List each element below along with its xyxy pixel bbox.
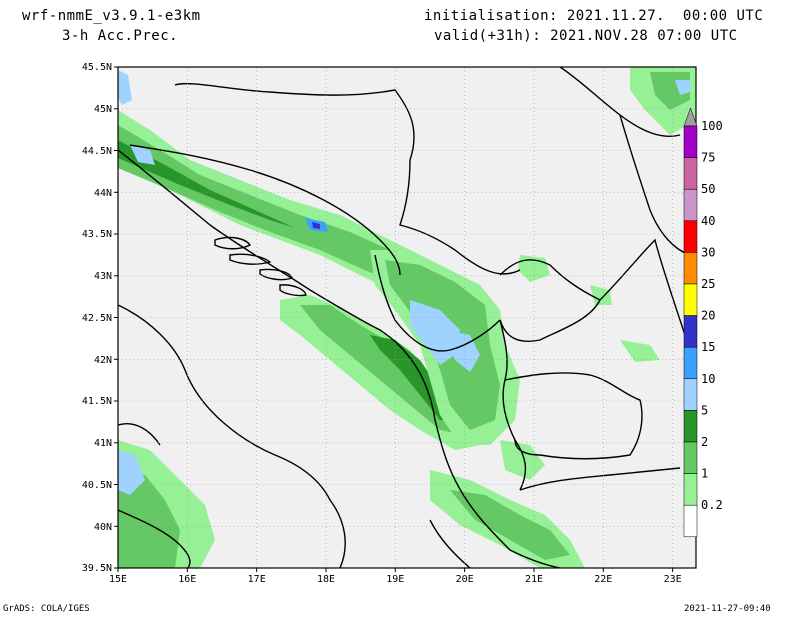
coastline-italy-south — [118, 509, 191, 568]
colorbar-label: 5 — [701, 403, 708, 417]
border-bosnia — [129, 144, 401, 276]
credit-text: GrADS: COLA/IGES — [3, 604, 90, 614]
model-name: wrf-nmmE_v3.9.1-e3km — [22, 8, 201, 24]
lat-axis: 45.5N 45N 44.5N 44N 43.5N 43N 42.5N 42N … — [82, 62, 112, 574]
field-name: 3-h Acc.Prec. — [62, 28, 179, 44]
island-4 — [279, 284, 307, 297]
graticule — [118, 67, 696, 568]
border-albania-east — [499, 319, 527, 491]
precip-area-mid — [300, 305, 465, 435]
colorbar: 100 75 50 40 30 25 20 15 10 5 2 1 0.2 — [683, 107, 723, 538]
lon-tick-label: 17E — [248, 574, 266, 585]
precip-area-dark — [370, 335, 455, 420]
lon-axis: 15E 16E 17E 18E 19E 20E 21E 22E 23E — [109, 574, 682, 585]
precip-area-blue-light — [410, 300, 460, 365]
lat-tick-label: 42.5N — [82, 313, 112, 324]
lon-tick-label: 20E — [456, 574, 474, 585]
colorbar-swatch — [683, 315, 698, 348]
precip-area-light — [500, 440, 545, 480]
precip-area-deep-blue — [312, 222, 320, 229]
colorbar-label: 20 — [701, 309, 715, 323]
precip-area-blue-light — [118, 70, 132, 105]
lon-tick-label: 16E — [178, 574, 196, 585]
lat-tick-label: 39.5N — [82, 563, 112, 574]
colorbar-swatch — [683, 157, 698, 190]
lon-ticks — [117, 568, 674, 572]
lat-tick-label: 40N — [94, 522, 112, 533]
colorbar-label: 25 — [701, 277, 715, 291]
lat-tick-label: 44N — [94, 188, 112, 199]
colorbar-swatch — [683, 441, 698, 474]
coastline-albania — [414, 364, 561, 568]
precip-area-blue-light — [118, 450, 145, 495]
precip-area-light — [590, 285, 612, 305]
precip-area-blue-light — [675, 80, 690, 95]
coastline-italy — [118, 304, 346, 568]
island-1 — [214, 236, 252, 250]
colorbar-label: 30 — [701, 245, 715, 259]
lat-tick-label: 42N — [94, 355, 112, 366]
precip-area-mid — [118, 470, 180, 568]
colorbar-label: 100 — [701, 119, 723, 133]
island-3 — [259, 268, 293, 281]
border-kosovo — [499, 259, 601, 342]
colorbar-label: 75 — [701, 151, 715, 165]
colorbar-swatch — [683, 188, 698, 222]
init-time: initialisation: 2021.11.27. 00:00 UTC — [424, 8, 764, 24]
colorbar-label: 1 — [701, 467, 708, 481]
island-2 — [229, 253, 272, 265]
lat-tick-label: 43N — [94, 271, 112, 282]
timestamp-text: 2021-11-27-09:40 — [684, 604, 771, 614]
precip-area-mid — [450, 490, 570, 560]
lat-tick-label: 41N — [94, 438, 112, 449]
colorbar-label: 10 — [701, 372, 715, 386]
lon-tick-label: 19E — [386, 574, 404, 585]
precip-area-blue-light — [445, 330, 480, 372]
colorbar-swatch — [683, 220, 698, 253]
lat-tick-label: 44.5N — [82, 146, 112, 157]
lon-tick-label: 15E — [109, 574, 127, 585]
precip-area-light — [620, 340, 660, 362]
colorbar-label: 15 — [701, 340, 715, 354]
colorbar-label: 40 — [701, 214, 715, 228]
lon-tick-label: 23E — [664, 574, 682, 585]
colorbar-label: 2 — [701, 435, 708, 449]
border-montenegro — [374, 254, 501, 352]
lat-ticks — [114, 66, 118, 569]
colorbar-label: 0.2 — [701, 498, 723, 512]
colorbar-swatch — [683, 252, 698, 285]
precip-fields — [118, 67, 696, 568]
border-lines — [118, 67, 696, 568]
lon-tick-label: 18E — [317, 574, 335, 585]
lat-tick-label: 40.5N — [82, 480, 112, 491]
border-greece — [519, 467, 681, 491]
colorbar-swatch — [683, 410, 698, 443]
border-bosnia-north — [174, 82, 415, 161]
colorbar-label: 50 — [701, 182, 715, 196]
colorbar-swatch — [683, 125, 698, 158]
coastline-croatia — [118, 149, 416, 366]
colorbar-swatch — [683, 473, 698, 506]
lat-tick-label: 43.5N — [82, 229, 112, 240]
lon-tick-label: 22E — [594, 574, 612, 585]
precip-area-blue-light — [130, 145, 155, 165]
colorbar-swatch — [683, 378, 698, 411]
colorbar-swatch — [683, 346, 698, 380]
colorbar-swatch — [683, 283, 698, 316]
lon-tick-label: 21E — [525, 574, 543, 585]
lat-tick-label: 41.5N — [82, 396, 112, 407]
border-macedonia — [504, 372, 643, 460]
coastline-danube — [619, 114, 691, 256]
lat-tick-label: 45.5N — [82, 62, 112, 73]
border-serbia — [399, 159, 521, 275]
colorbar-swatch — [683, 504, 698, 538]
coastline-greece — [429, 519, 471, 568]
lat-tick-label: 45N — [94, 104, 112, 115]
valid-time: valid(+31h): 2021.NOV.28 07:00 UTC — [434, 28, 738, 44]
coastline-italy-heel — [118, 423, 161, 446]
